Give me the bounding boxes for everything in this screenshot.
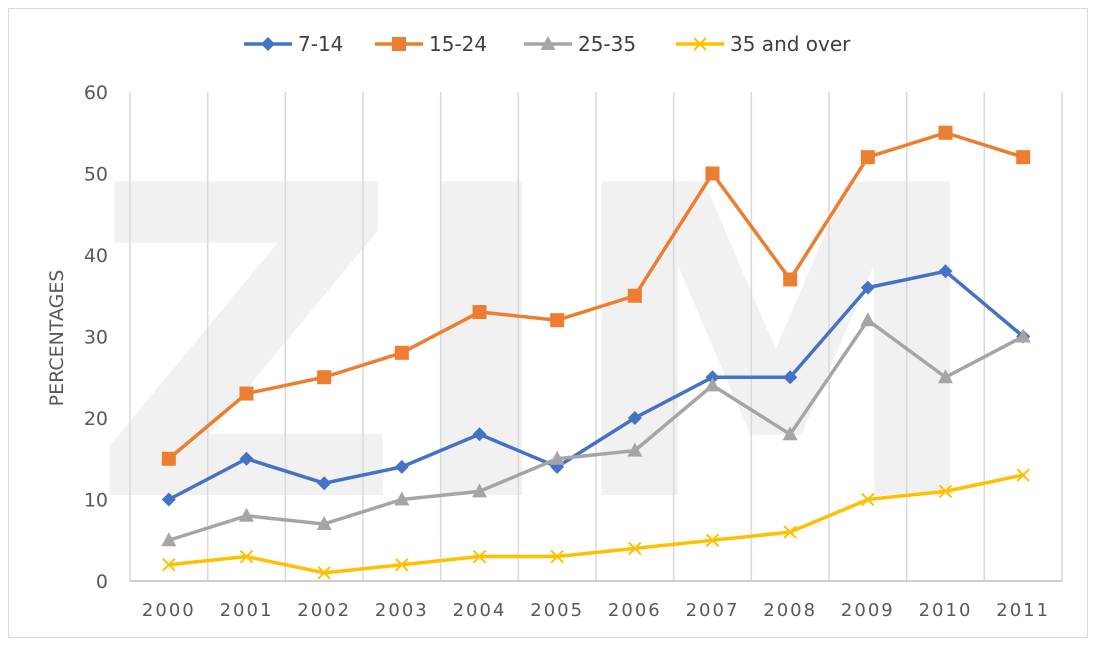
data-point	[239, 386, 254, 401]
data-point	[938, 484, 953, 499]
data-point	[938, 369, 953, 384]
data-point	[705, 533, 720, 547]
x-tick-label: 2005	[530, 600, 584, 621]
x-tick-label: 2007	[686, 600, 740, 621]
series-35-and-over	[162, 468, 1030, 580]
data-point	[938, 264, 953, 279]
x-tick-label: 2010	[919, 600, 973, 621]
data-point	[161, 532, 177, 547]
x-tick-label: 2001	[220, 600, 274, 621]
data-point	[472, 549, 487, 564]
data-point	[627, 288, 642, 303]
y-tick-label: 20	[84, 408, 108, 430]
data-point	[394, 491, 410, 506]
data-point	[860, 312, 876, 327]
series-25-35	[161, 312, 1031, 547]
legend-marker	[392, 37, 406, 51]
legend: 7-14 15-24 25-35 35 and over	[244, 32, 851, 56]
data-point	[860, 280, 875, 295]
data-point	[239, 451, 254, 466]
x-axis-ticks: 2000 2001 2002 2003 2004 2005 2006 2007 2008 2009…	[142, 600, 1050, 621]
y-axis-label: PERCENTAGES	[46, 270, 68, 407]
data-point	[1016, 150, 1031, 165]
legend-marker	[693, 37, 707, 51]
legend-marker	[540, 36, 556, 50]
data-point	[395, 557, 409, 572]
data-point	[472, 483, 487, 498]
x-tick-label: 2008	[763, 600, 817, 621]
data-point	[317, 476, 332, 491]
y-axis-ticks: 0 10 20 30 40 50 60	[84, 82, 108, 593]
y-tick-label: 0	[96, 571, 108, 593]
data-point	[938, 125, 953, 140]
x-tick-label: 2002	[297, 600, 351, 621]
series-line	[167, 473, 1025, 575]
legend-item: 7-14	[244, 32, 343, 56]
data-point	[705, 166, 720, 181]
y-tick-label: 10	[84, 490, 108, 512]
series-7-14	[161, 264, 1031, 507]
gridlines	[206, 92, 1063, 581]
data-point	[861, 492, 875, 507]
data-point	[782, 426, 798, 441]
series-line	[167, 269, 1025, 502]
data-point	[705, 377, 720, 392]
data-point	[1015, 328, 1031, 343]
data-point	[394, 345, 409, 360]
legend-label: 25-35	[578, 32, 636, 56]
series-15-24	[161, 125, 1031, 466]
data-point	[627, 411, 642, 425]
data-point	[394, 459, 409, 474]
data-point	[162, 557, 176, 572]
y-tick-label: 50	[84, 164, 108, 186]
axes	[129, 92, 1062, 582]
x-tick-label: 2003	[375, 600, 429, 621]
data-point	[1016, 468, 1030, 482]
legend-label: 15-24	[429, 32, 487, 56]
legend-item: 25-35	[524, 32, 636, 56]
legend-label: 7-14	[298, 32, 343, 56]
data-point	[628, 541, 642, 556]
legend-label: 35 and over	[730, 32, 851, 56]
data-point	[783, 370, 798, 385]
data-point	[783, 272, 798, 287]
series-group	[161, 125, 1031, 580]
series-line	[167, 131, 1025, 461]
data-point	[472, 427, 487, 442]
data-point	[783, 525, 797, 539]
legend-item: 15-24	[375, 32, 487, 56]
y-tick-label: 30	[84, 327, 108, 349]
data-point	[472, 305, 487, 320]
legend-item: 35 and over	[676, 32, 851, 56]
data-point	[317, 566, 331, 580]
data-point	[317, 370, 332, 385]
data-point	[627, 442, 643, 457]
x-tick-label: 2004	[453, 600, 507, 621]
x-tick-label: 2000	[142, 600, 196, 621]
x-tick-label: 2009	[841, 600, 895, 621]
data-point	[550, 549, 564, 564]
data-point	[549, 450, 565, 465]
data-point	[239, 507, 254, 522]
data-point	[239, 549, 254, 564]
data-point	[550, 313, 565, 328]
data-point	[161, 492, 176, 507]
x-tick-label: 2006	[608, 600, 662, 621]
data-point	[860, 150, 875, 165]
series-line	[167, 318, 1025, 542]
x-tick-label: 2011	[996, 600, 1050, 621]
y-tick-label: 40	[84, 245, 108, 267]
data-point	[316, 515, 332, 530]
data-point	[161, 451, 176, 466]
data-point	[705, 370, 720, 385]
legend-marker	[261, 37, 275, 51]
watermark: ZIM	[90, 97, 990, 597]
y-tick-label: 60	[84, 82, 108, 104]
